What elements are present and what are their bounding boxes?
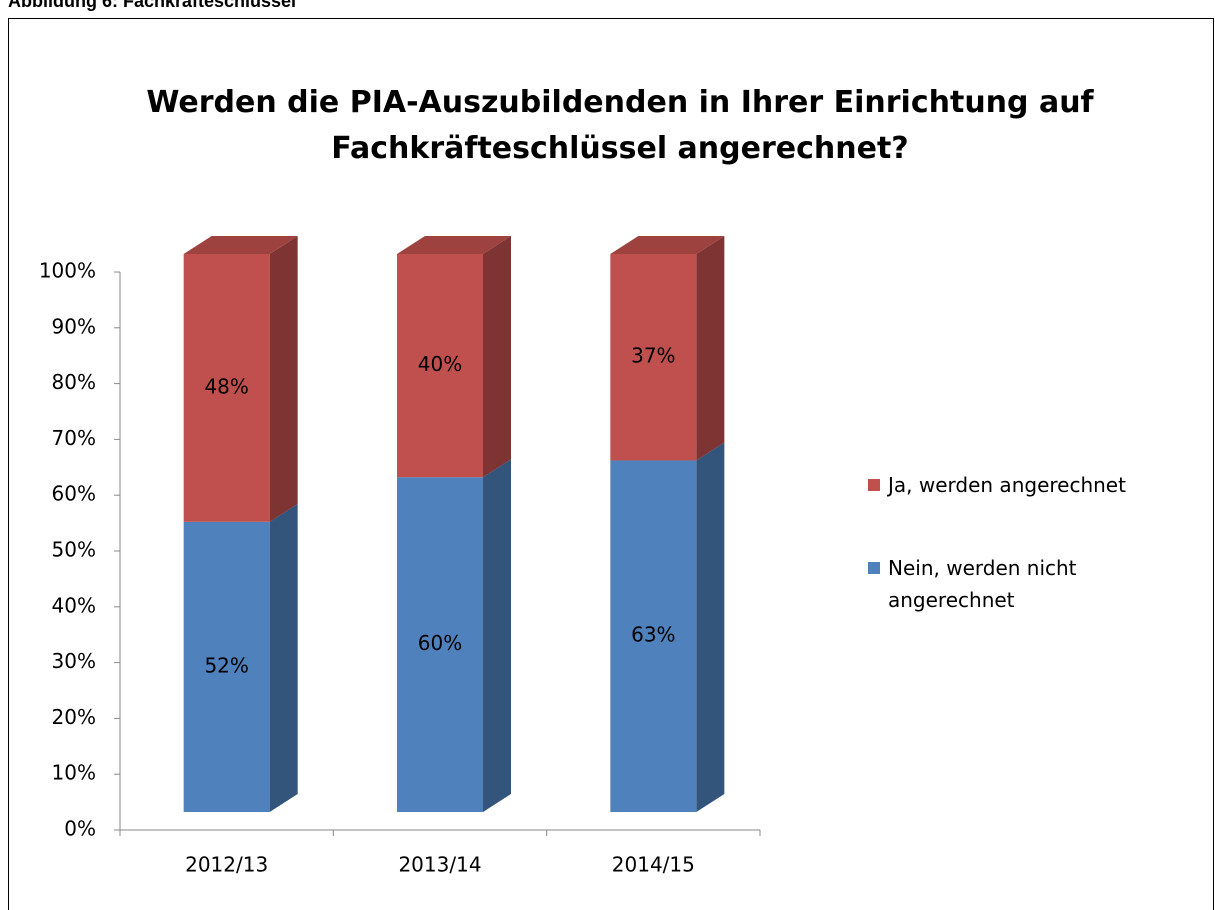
y-tick-label: 40% bbox=[52, 593, 96, 617]
data-label: 63% bbox=[631, 623, 675, 647]
data-label: 60% bbox=[418, 631, 462, 655]
bar-top bbox=[610, 236, 725, 254]
bar-side bbox=[269, 236, 298, 522]
bar-top bbox=[397, 236, 511, 254]
legend-item: Nein, werden nicht angerechnet bbox=[868, 552, 1168, 616]
bar-top bbox=[183, 236, 298, 254]
y-tick-label: 20% bbox=[52, 705, 96, 729]
data-label: 37% bbox=[631, 344, 675, 368]
y-tick-label: 90% bbox=[52, 314, 96, 338]
data-label: 48% bbox=[204, 374, 248, 398]
y-tick-label: 30% bbox=[52, 649, 96, 673]
y-tick-label: 50% bbox=[52, 538, 96, 562]
x-tick-label: 2013/14 bbox=[398, 853, 481, 877]
y-tick-label: 80% bbox=[52, 370, 96, 394]
y-tick-label: 70% bbox=[52, 426, 96, 450]
caption: Abbildung 6: Fachkräfteschlüssel bbox=[8, 0, 297, 11]
bar bbox=[610, 254, 697, 461]
bar bbox=[183, 254, 270, 522]
chart-frame bbox=[8, 18, 1214, 910]
bar-side bbox=[483, 459, 511, 812]
bar bbox=[397, 477, 483, 812]
bar bbox=[610, 460, 697, 812]
bar bbox=[397, 254, 483, 478]
y-tick-label: 0% bbox=[64, 817, 96, 841]
x-tick-label: 2014/15 bbox=[612, 853, 695, 877]
data-label: 52% bbox=[204, 653, 248, 677]
bar-side bbox=[483, 236, 511, 478]
legend-swatch bbox=[868, 479, 880, 491]
x-tick-label: 2012/13 bbox=[185, 853, 268, 877]
legend-swatch bbox=[868, 562, 880, 574]
bar-side bbox=[696, 442, 725, 812]
bar bbox=[183, 521, 270, 812]
legend-item: Ja, werden angerechnet bbox=[868, 469, 1168, 501]
legend-label: Nein, werden nicht angerechnet bbox=[888, 556, 1077, 612]
chart-title: Werden die PIA-Auszubildenden in Ihrer E… bbox=[146, 85, 1094, 166]
y-tick-label: 10% bbox=[52, 761, 96, 785]
bar-side bbox=[696, 236, 725, 461]
legend-label: Ja, werden angerechnet bbox=[888, 473, 1126, 497]
y-tick-label: 60% bbox=[52, 482, 96, 506]
data-label: 40% bbox=[418, 352, 462, 376]
y-tick-label: 100% bbox=[39, 259, 96, 283]
bar-side bbox=[269, 503, 298, 812]
